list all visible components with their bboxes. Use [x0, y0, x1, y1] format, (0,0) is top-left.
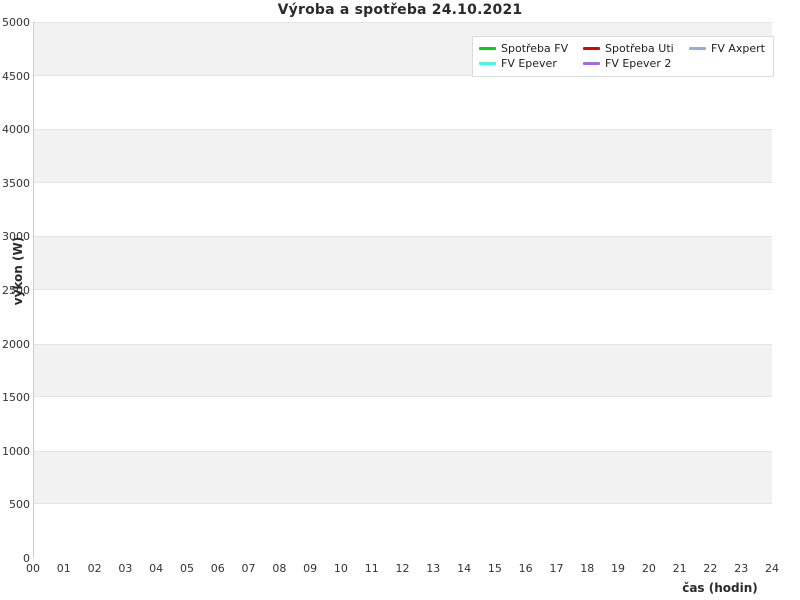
- legend-label: FV Epever 2: [605, 57, 672, 70]
- plot-band: [34, 450, 772, 505]
- plot-band: [34, 129, 772, 183]
- x-axis-tick-label: 21: [672, 562, 687, 575]
- y-axis-tick-label: 5000: [2, 16, 30, 29]
- plot-band: [34, 75, 772, 130]
- legend-label: Spotřeba Uti: [605, 42, 674, 55]
- legend-row: FV Epever FV Epever 2: [479, 56, 767, 71]
- plot-band: [34, 290, 772, 344]
- plot-band: [34, 397, 772, 451]
- x-axis-tick-label: 12: [395, 562, 410, 575]
- plot-area: [33, 22, 772, 558]
- x-axis-tick-label: 09: [303, 562, 318, 575]
- y-axis-tick-label: 500: [9, 498, 30, 512]
- x-axis-tick-label: 18: [580, 562, 595, 575]
- x-axis-tick-label: 04: [149, 562, 164, 575]
- x-axis-tick-labels: 00 01 02 03 04 05 06 07 08 09 10 11 12 13 14 15 16 17 18 19…: [0, 563, 800, 579]
- x-axis-tick-label: 14: [457, 562, 472, 575]
- y-axis-tick-label: 1000: [2, 444, 30, 458]
- legend-item[interactable]: FV Axpert: [689, 41, 767, 56]
- x-axis-tick-label: 16: [518, 562, 533, 575]
- x-axis-tick-label: 17: [549, 562, 564, 575]
- y-axis-tick-label: 3500: [2, 176, 30, 190]
- legend-item[interactable]: Spotřeba FV: [479, 41, 575, 56]
- y-axis-tick-label: 4000: [2, 123, 30, 137]
- plot-bands: [34, 22, 772, 558]
- chart-legend[interactable]: Spotřeba FV Spotřeba Uti FV Axpert FV Epeve…: [472, 36, 774, 77]
- x-axis-tick-label: 13: [426, 562, 441, 575]
- legend-label: FV Axpert: [711, 42, 765, 55]
- y-axis-tick-label: 0: [23, 552, 30, 565]
- plot-band: [34, 504, 772, 558]
- series-svg: [34, 22, 773, 558]
- legend-item[interactable]: Spotřeba Uti: [583, 41, 681, 56]
- y-axis-tick-label: 2000: [2, 337, 30, 351]
- plot-band: [34, 236, 772, 290]
- legend-item[interactable]: FV Epever: [479, 56, 575, 71]
- x-axis-tick-label: 07: [241, 562, 256, 575]
- legend-item[interactable]: FV Epever 2: [583, 56, 681, 71]
- x-axis-tick-label: 15: [487, 562, 502, 575]
- x-axis-tick-label: 01: [56, 562, 71, 575]
- x-axis-tick-label: 11: [364, 562, 379, 575]
- x-axis-tick-label: 19: [611, 562, 626, 575]
- chart-title: Výroba a spotřeba 24.10.2021: [277, 2, 523, 18]
- x-axis-tick-label: 23: [734, 562, 749, 575]
- x-axis-tick-label: 00: [26, 562, 40, 575]
- x-axis-tick-label: 20: [641, 562, 656, 575]
- legend-color-swatch: [583, 62, 600, 65]
- y-axis-tick-label: 3000: [2, 230, 30, 244]
- legend-label: Spotřeba FV: [501, 42, 569, 55]
- x-axis-tick-label: 06: [210, 562, 225, 575]
- plot-band: [34, 182, 772, 237]
- plot-band: [34, 343, 772, 398]
- y-axis-tick-labels: 0 500 1000 1500 2000 2500 3000 3500 4000 4500 5000: [0, 0, 30, 600]
- legend-color-swatch: [583, 47, 600, 50]
- y-axis-tick-label: 1500: [2, 391, 30, 405]
- x-axis-tick-label: 05: [179, 562, 194, 575]
- x-axis-title: čas (hodin): [682, 581, 758, 595]
- x-axis-tick-label: 02: [87, 562, 102, 575]
- legend-color-swatch: [689, 47, 706, 50]
- y-axis-title: výkon (W): [11, 236, 25, 306]
- x-axis-tick-label: 10: [333, 562, 348, 575]
- legend-label: FV Epever: [501, 57, 557, 70]
- x-axis-tick-label: 03: [118, 562, 133, 575]
- x-axis-tick-label: 22: [703, 562, 718, 575]
- legend-row: Spotřeba FV Spotřeba Uti FV Axpert: [479, 41, 767, 56]
- x-axis-tick-label: 24: [765, 562, 779, 575]
- y-axis-tick-label: 2500: [2, 284, 30, 297]
- legend-color-swatch: [479, 62, 496, 65]
- legend-color-swatch: [479, 47, 496, 50]
- x-axis-tick-label: 08: [272, 562, 287, 575]
- y-axis-tick-label: 4500: [2, 69, 30, 83]
